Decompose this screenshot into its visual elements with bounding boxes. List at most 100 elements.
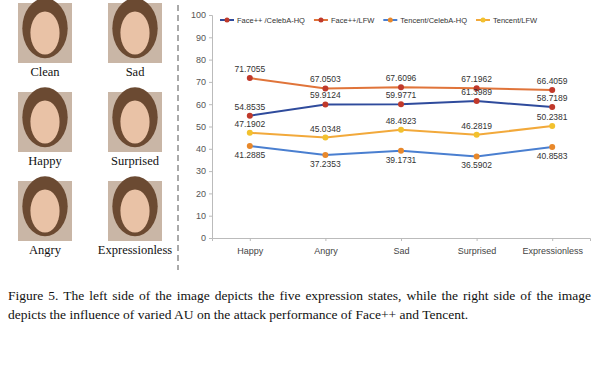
data-label: 39.1731 — [386, 155, 417, 165]
figure: {"figure": {"panels": ["Clean", "Sad", "… — [0, 0, 599, 374]
hair — [22, 87, 67, 147]
legend-item: Tencent/LFW — [476, 16, 538, 25]
caption: Figure 5. The left side of the image dep… — [8, 286, 591, 324]
face — [120, 11, 149, 54]
data-labels: 54.853559.912459.977161.398958.718971.70… — [234, 64, 567, 170]
legend-label: Face++ /CelebA-HQ — [237, 16, 305, 25]
x-tick-label: Angry — [314, 246, 338, 256]
legend-marker — [388, 18, 393, 23]
face-image: Sad — [108, 0, 162, 79]
data-label: 48.4923 — [386, 116, 417, 126]
series-marker — [549, 104, 555, 110]
series-line — [250, 101, 552, 116]
series-marker — [474, 132, 480, 138]
data-label: 59.9771 — [386, 90, 417, 100]
face — [30, 11, 59, 54]
y-tick-mark — [209, 238, 212, 239]
panel-label: Expressionless — [98, 243, 172, 257]
hair — [22, 176, 67, 236]
legend-item: Tencent/CelebA-HQ — [383, 16, 467, 25]
legend-marker — [318, 18, 323, 23]
x-axis-line — [213, 239, 591, 242]
x-tick: Happy — [237, 238, 264, 256]
data-label: 37.2353 — [310, 159, 341, 169]
face — [120, 100, 149, 143]
face-image: Angry — [18, 176, 72, 257]
data-label: 45.0348 — [310, 124, 341, 134]
data-label: 67.0503 — [310, 74, 341, 84]
data-label: 41.2885 — [234, 150, 265, 160]
y-tick: 20 — [196, 189, 212, 199]
y-tick-mark — [209, 171, 212, 172]
series-marker — [322, 135, 328, 141]
y-tick: 80 — [196, 55, 212, 65]
plot-marks — [247, 75, 555, 159]
data-label: 71.7055 — [234, 64, 265, 74]
y-tick: 90 — [196, 33, 212, 43]
y-tick-mark — [209, 60, 212, 61]
data-label: 36.5902 — [461, 160, 492, 170]
hair — [112, 0, 157, 58]
x-tick-label: Sad — [393, 246, 409, 256]
x-tick-mark — [325, 238, 326, 241]
y-tick-label: 60 — [196, 100, 206, 110]
y-tick-label: 50 — [196, 122, 206, 132]
x-tick-mark — [250, 238, 251, 241]
data-label: 67.6096 — [386, 73, 417, 83]
y-tick: 30 — [196, 166, 212, 176]
data-label: 67.1962 — [461, 74, 492, 84]
legend-marker — [225, 18, 230, 23]
x-tick: Expressionless — [522, 238, 583, 256]
y-tick-label: 20 — [196, 189, 206, 199]
x-tick-mark — [401, 238, 402, 241]
legend: Face++ /CelebA-HQ Face++/LFW Tencent/Celeb… — [220, 16, 538, 25]
panel-label: Surprised — [111, 154, 160, 168]
y-tick-label: 100 — [191, 10, 206, 20]
x-tick-label: Expressionless — [522, 246, 583, 256]
series-marker — [398, 101, 404, 107]
data-label: 66.4059 — [537, 76, 568, 86]
y-tick-mark — [209, 15, 212, 16]
x-axis: Happy Angry Sad Surprised Expressionless — [213, 238, 591, 256]
data-label: 54.8535 — [234, 102, 265, 112]
x-tick: Sad — [393, 238, 409, 256]
series-marker — [549, 87, 555, 93]
face-image: Surprised — [108, 87, 162, 168]
y-axis: 0 10 20 30 40 50 60 70 80 90 100 — [191, 10, 213, 243]
series-marker — [247, 143, 253, 149]
series-line — [250, 126, 552, 138]
series-marker — [549, 123, 555, 129]
y-tick: 70 — [196, 77, 212, 87]
y-tick-mark — [209, 82, 212, 83]
hair — [22, 0, 67, 58]
y-tick-label: 80 — [196, 55, 206, 65]
legend-label: Face++/LFW — [331, 16, 375, 25]
y-tick-label: 30 — [196, 166, 206, 176]
y-tick-mark — [209, 127, 212, 128]
data-label: 50.2381 — [537, 112, 568, 122]
face-image: Clean — [18, 0, 72, 79]
y-tick-label: 10 — [196, 211, 206, 221]
series-marker — [322, 101, 328, 107]
x-tick-label: Surprised — [458, 246, 497, 256]
panel-label: Clean — [30, 65, 60, 79]
y-tick-label: 0 — [201, 233, 206, 243]
legend-item: Face++/LFW — [314, 16, 375, 25]
data-label: 40.8583 — [537, 151, 568, 161]
y-tick-mark — [209, 193, 212, 194]
series-marker — [247, 113, 253, 119]
face-panels: Clean Sad Happy Surprised Angry Expressionles… — [18, 0, 172, 257]
data-label: 61.3989 — [461, 87, 492, 97]
series-marker — [549, 144, 555, 150]
y-tick-label: 40 — [196, 144, 206, 154]
legend-label: Tencent/CelebA-HQ — [400, 16, 467, 25]
face-image: Expressionless — [98, 176, 172, 257]
series-marker — [247, 130, 253, 136]
x-tick: Angry — [314, 238, 338, 256]
series-marker — [398, 127, 404, 133]
y-tick: 60 — [196, 100, 212, 110]
panel-label: Happy — [28, 154, 62, 168]
legend-label: Tencent/LFW — [493, 16, 538, 25]
series-marker — [247, 75, 253, 81]
legend-marker — [481, 18, 486, 23]
